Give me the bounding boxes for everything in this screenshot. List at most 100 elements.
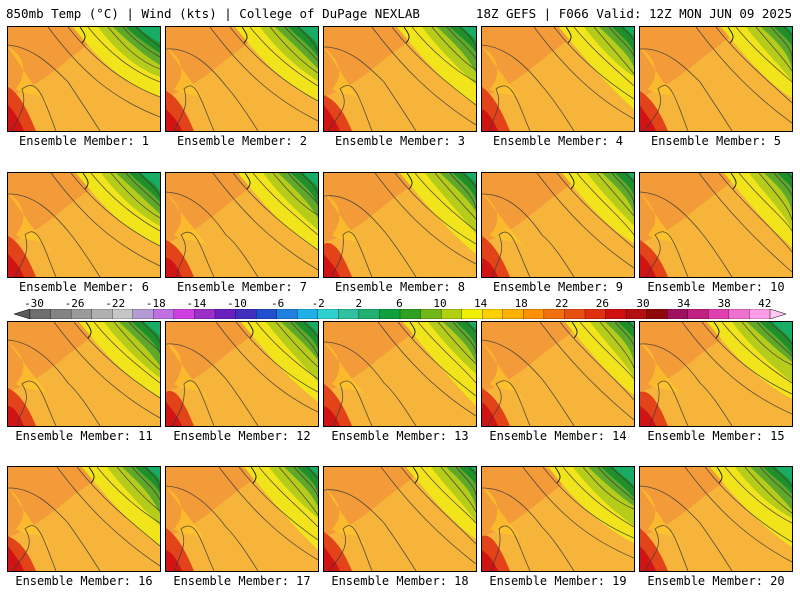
colorbar-bin [399,309,422,319]
colorbar-bin [153,309,175,319]
colorbar-bin [646,309,668,319]
colorbar-tick: 30 [636,297,650,310]
colorbar-bin [297,309,319,319]
ensemble-member-map [165,172,319,278]
ensemble-member-map [165,321,319,427]
colorbar-tick: 34 [676,297,691,310]
ensemble-member-label: Ensemble Member: 13 [331,429,469,443]
colorbar-tick: -18 [145,297,166,310]
ensemble-member-map [7,172,161,278]
ensemble-member-map [165,466,319,572]
colorbar-tick: 14 [473,297,488,310]
colorbar-bin [687,309,709,319]
colorbar-bin [91,309,113,319]
ensemble-member-map [639,321,793,427]
colorbar-bin [543,309,565,319]
ensemble-member-map [481,26,635,132]
colorbar-tick: -22 [105,297,126,310]
colorbar-tick: -10 [227,297,247,310]
ensemble-member-map [323,321,477,427]
ensemble-member-label: Ensemble Member: 18 [331,574,469,588]
colorbar-right-arrow [769,309,786,319]
colorbar-bin [461,309,483,319]
ensemble-member-label: Ensemble Member: 10 [647,280,785,294]
colorbar-tick: -26 [64,297,85,310]
colorbar-bin [358,309,380,319]
colorbar-tick: 2 [355,297,363,310]
ensemble-member-label: Ensemble Member: 20 [647,574,785,588]
colorbar-tick: -30 [24,297,44,310]
colorbar-tick: -2 [311,297,325,310]
ensemble-member-map [639,466,793,572]
colorbar-bin [132,309,154,319]
colorbar-bin [708,309,730,319]
ensemble-member-map [481,172,635,278]
colorbar-bin [70,309,93,319]
colorbar-tick: 18 [514,297,528,310]
colorbar-bin [440,309,463,319]
ensemble-member-map [7,26,161,132]
colorbar-bin [564,309,586,319]
temperature-colorbar [14,309,786,319]
colorbar-tick: 10 [433,297,447,310]
colorbar-bin [420,309,442,319]
ensemble-member-label: Ensemble Member: 11 [15,429,153,443]
colorbar-bin [173,309,195,319]
ensemble-member-label: Ensemble Member: 1 [18,134,150,148]
colorbar-bin [194,309,216,319]
colorbar-bin [728,309,750,319]
colorbar-tick: 6 [396,297,403,310]
colorbar-bin [482,309,504,319]
colorbar-bin [317,309,339,319]
ensemble-member-label: Ensemble Member: 16 [15,574,153,588]
ensemble-member-map [323,466,477,572]
ensemble-member-label: Ensemble Member: 19 [489,574,627,588]
ensemble-member-label: Ensemble Member: 4 [492,134,624,148]
ensemble-member-map [323,26,477,132]
ensemble-member-map [639,172,793,278]
colorbar-tick: 42 [758,297,772,310]
ensemble-member-label: Ensemble Member: 15 [647,429,785,443]
ensemble-member-label: Ensemble Member: 12 [173,429,311,443]
colorbar-bin [276,309,298,319]
ensemble-member-map [7,321,161,427]
colorbar-bin [502,309,524,319]
colorbar-bin [255,309,278,319]
ensemble-member-map [481,466,635,572]
ensemble-member-label: Ensemble Member: 8 [334,280,466,294]
colorbar-bin [112,309,134,319]
ensemble-member-label: Ensemble Member: 5 [650,134,782,148]
colorbar-bin [584,309,607,319]
ensemble-member-map [323,172,477,278]
colorbar-bin [625,309,648,319]
colorbar-bin [749,309,771,319]
map-title: 850mb Temp (°C) | Wind (kts) | College o… [6,6,420,21]
ensemble-member-map [165,26,319,132]
ensemble-member-label: Ensemble Member: 6 [18,280,150,294]
colorbar-bin [605,309,627,319]
ensemble-member-map [7,466,161,572]
ensemble-member-label: Ensemble Member: 3 [334,134,466,148]
ensemble-member-label: Ensemble Member: 2 [176,134,308,148]
colorbar-tick: 26 [595,297,610,310]
colorbar-bin [235,309,257,319]
colorbar-tick: -6 [270,297,285,310]
colorbar-bin [667,309,689,319]
colorbar-bin [50,309,72,319]
ensemble-member-map [639,26,793,132]
ensemble-member-map [481,321,635,427]
colorbar-bin [379,309,401,319]
colorbar-left-arrow [14,309,31,319]
ensemble-member-label: Ensemble Member: 14 [489,429,627,443]
ensemble-member-label: Ensemble Member: 9 [492,280,624,294]
colorbar-bin [338,309,360,319]
colorbar-tick: -14 [186,297,207,310]
colorbar-tick: 22 [555,297,569,310]
colorbar-tick: 38 [717,297,731,310]
ensemble-member-label: Ensemble Member: 17 [173,574,311,588]
colorbar-bin [214,309,237,319]
model-run-info: 18Z GEFS | F066 Valid: 12Z MON JUN 09 20… [475,6,792,21]
ensemble-member-label: Ensemble Member: 7 [176,280,308,294]
colorbar-bin [29,309,52,319]
colorbar-bin [523,309,545,319]
